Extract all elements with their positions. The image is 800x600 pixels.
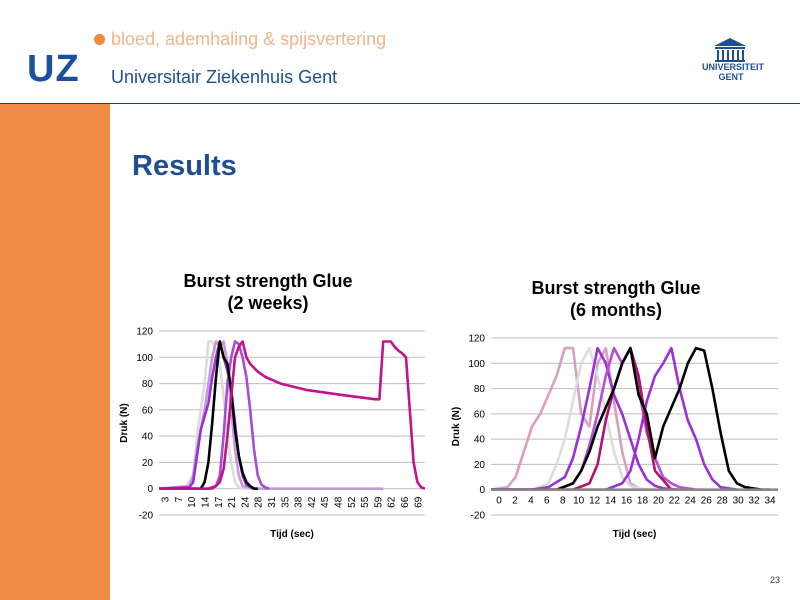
y-tick-label: 60 xyxy=(142,405,154,416)
x-tick-label: 42 xyxy=(307,496,318,508)
chart1-title-line1: Burst strength Glue xyxy=(183,271,353,291)
x-tick-label: 6 xyxy=(544,496,550,507)
x-tick-label: 2 xyxy=(512,496,518,507)
slide-title: Results xyxy=(132,150,237,182)
chart1-title: Burst strength Glue (2 weeks) xyxy=(150,270,386,314)
y-tick-label: 100 xyxy=(468,359,485,370)
chart2-title-line1: Burst strength Glue xyxy=(531,278,701,298)
x-tick-label: 55 xyxy=(360,496,371,508)
x-tick-label: 59 xyxy=(373,496,384,508)
uz-logo: UZ xyxy=(27,48,80,90)
x-tick-label: 48 xyxy=(334,496,345,508)
y-tick-label: 80 xyxy=(474,384,486,395)
x-axis-label: Tijd (sec) xyxy=(613,529,657,540)
x-tick-label: 20 xyxy=(653,496,665,507)
series-line xyxy=(490,346,648,491)
x-tick-label: 21 xyxy=(227,496,238,508)
x-tick-label: 16 xyxy=(621,496,633,507)
y-tick-label: -20 xyxy=(471,511,486,522)
x-tick-label: 32 xyxy=(749,496,761,507)
x-tick-label: 24 xyxy=(685,496,697,507)
x-tick-label: 10 xyxy=(187,496,198,508)
x-tick-label: 3 xyxy=(161,496,172,502)
y-tick-label: 100 xyxy=(136,353,153,364)
x-tick-label: 22 xyxy=(669,496,681,507)
y-tick-label: 20 xyxy=(142,458,154,469)
x-tick-label: 52 xyxy=(347,496,358,508)
y-tick-label: 40 xyxy=(142,432,154,443)
y-axis-label: Druk (N) xyxy=(119,403,130,442)
x-axis-label: Tijd (sec) xyxy=(270,529,314,540)
x-tick-label: 14 xyxy=(605,496,617,507)
x-tick-label: 38 xyxy=(294,496,305,508)
x-tick-label: 24 xyxy=(240,496,251,508)
chart2-title: Burst strength Glue (6 months) xyxy=(498,277,734,321)
slide-number: 23 xyxy=(769,575,780,585)
x-tick-label: 35 xyxy=(280,496,291,508)
series-line xyxy=(491,346,770,491)
x-tick-label: 17 xyxy=(214,496,225,508)
header-divider xyxy=(0,103,800,104)
x-tick-label: 45 xyxy=(320,496,331,508)
x-tick-label: 31 xyxy=(267,496,278,508)
x-tick-label: 66 xyxy=(400,496,411,508)
slide-header: UZ bloed, ademhaling & spijsvertering Un… xyxy=(0,0,800,104)
x-tick-label: 7 xyxy=(174,496,185,502)
y-tick-label: 60 xyxy=(474,409,486,420)
x-tick-label: 34 xyxy=(764,496,776,507)
x-tick-label: 26 xyxy=(701,496,713,507)
y-tick-label: 20 xyxy=(474,460,486,471)
university-building-icon xyxy=(714,38,746,62)
series-line xyxy=(158,340,384,490)
x-tick-label: 62 xyxy=(387,496,398,508)
series-line xyxy=(159,340,426,490)
series-line xyxy=(491,346,680,491)
chart2-title-line2: (6 months) xyxy=(570,300,662,320)
x-tick-label: 0 xyxy=(496,496,502,507)
x-tick-label: 4 xyxy=(528,496,534,507)
department-label: bloed, ademhaling & spijsvertering xyxy=(111,29,387,49)
chart1-title-line2: (2 weeks) xyxy=(227,293,309,313)
y-tick-label: 0 xyxy=(479,485,485,496)
y-tick-label: 40 xyxy=(474,435,486,446)
orange-sidebar xyxy=(0,104,110,600)
x-tick-label: 28 xyxy=(254,496,265,508)
x-tick-label: 14 xyxy=(201,496,212,508)
y-tick-label: 0 xyxy=(147,484,153,495)
series-line xyxy=(159,340,258,490)
x-tick-label: 10 xyxy=(573,496,585,507)
y-tick-label: 120 xyxy=(136,327,153,338)
series-line xyxy=(159,340,270,490)
y-axis-label: Druk (N) xyxy=(451,407,462,446)
y-tick-label: 80 xyxy=(142,379,154,390)
university-logo-text: UNIVERSITEIT GENT xyxy=(702,62,765,82)
x-tick-label: 28 xyxy=(717,496,729,507)
x-tick-label: 30 xyxy=(733,496,745,507)
y-tick-label: 120 xyxy=(468,334,485,345)
y-tick-label: -20 xyxy=(139,511,154,522)
x-tick-label: 8 xyxy=(560,496,566,507)
series-line xyxy=(491,346,738,491)
x-tick-label: 69 xyxy=(413,496,424,508)
hospital-name: Universitair Ziekenhuis Gent xyxy=(111,67,338,87)
orange-dot-icon xyxy=(94,34,105,45)
chart-2-weeks: -20 0 20 40 60 80 100 120 3 7 10 14 17 21 24 28 31 35 38 42… xyxy=(119,327,426,540)
x-tick-label: 18 xyxy=(637,496,649,507)
x-tick-label: 12 xyxy=(589,496,601,507)
